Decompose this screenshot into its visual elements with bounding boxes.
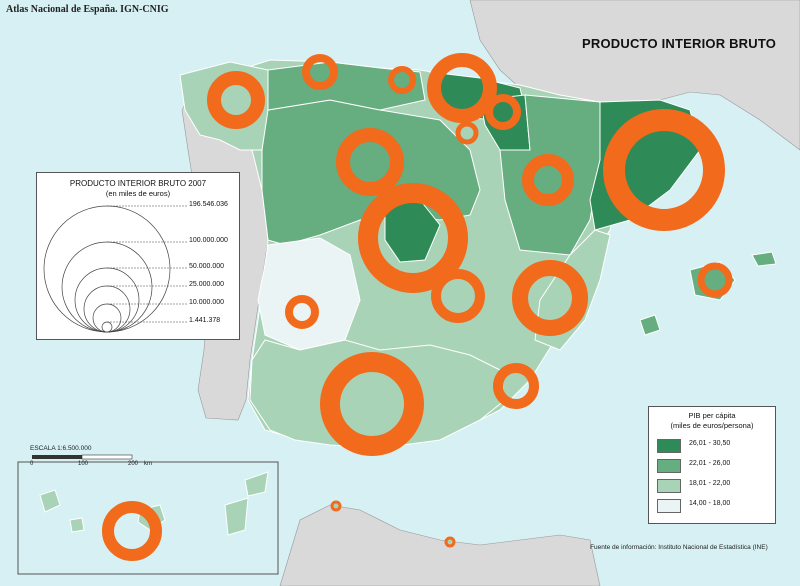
ring-galicia xyxy=(207,71,265,129)
circle-legend-graphic xyxy=(43,205,187,333)
circle-value-3: 50.000.000 xyxy=(189,263,225,270)
circle-value-2: 100.000.000 xyxy=(189,237,228,244)
choropleth-legend: PIB per cápita (miles de euros/persona) … xyxy=(648,406,776,524)
ring-cataluna xyxy=(603,109,725,231)
region-ceuta xyxy=(333,503,339,509)
scale-tick-0: 0 xyxy=(30,461,34,467)
ring-canarias xyxy=(102,501,162,561)
region-melilla xyxy=(447,539,453,545)
ring-asturias xyxy=(302,54,338,90)
legend-circle-1 xyxy=(43,205,171,333)
legend-circle-3 xyxy=(74,267,140,333)
canary-island-4 xyxy=(224,497,249,536)
ring-aragon xyxy=(522,154,574,206)
legend-class-3: 18,01 - 22,00 xyxy=(657,479,769,493)
ring-rioja xyxy=(455,121,479,145)
circle-value-5: 10.000.000 xyxy=(189,299,225,306)
circle-legend-title: PRODUCTO INTERIOR BRUTO 2007 xyxy=(69,179,207,188)
scale: ESCALA 1:6.500.000 0 100 200 km xyxy=(30,445,190,471)
legend-circle-6 xyxy=(101,321,113,333)
ring-baleares xyxy=(697,262,733,298)
ring-madrid xyxy=(358,183,468,293)
legend-swatch-4 xyxy=(657,499,681,513)
region-extremadura xyxy=(257,237,361,351)
circle-value-6: 1.441.378 xyxy=(189,317,221,324)
legend-class-4: 14,00 - 18,00 xyxy=(657,499,769,513)
canary-island-2 xyxy=(69,517,85,533)
legend-circle-5 xyxy=(92,303,122,333)
ring-pais-vasco xyxy=(427,53,497,123)
ring-castilla-mancha xyxy=(431,269,485,323)
scale-bar xyxy=(32,454,133,460)
legend-circle-2 xyxy=(61,241,153,333)
ring-cantabria xyxy=(388,66,416,94)
circle-legend-subtitle: (en miles de euros) xyxy=(105,189,171,198)
ring-castilla-leon xyxy=(336,128,404,196)
circle-value-1: 196.546.036 xyxy=(189,201,228,208)
legend-label-3: 18,01 - 22,00 xyxy=(689,480,731,487)
circle-value-4: 25.000.000 xyxy=(189,281,225,288)
ring-andalucia xyxy=(320,352,424,456)
ring-melilla xyxy=(444,536,456,548)
canary-island-1 xyxy=(39,489,61,513)
source-note: Fuente de información: Instituto Naciona… xyxy=(590,544,768,551)
scale-tick-200: 200 xyxy=(128,461,139,467)
legend-label-2: 22,01 - 26,00 xyxy=(689,460,731,467)
scale-label: ESCALA 1:6.500.000 xyxy=(30,445,92,452)
legend-swatch-1 xyxy=(657,439,681,453)
ring-murcia xyxy=(493,363,539,409)
legend-label-1: 26,01 - 30,50 xyxy=(689,440,731,447)
canary-island-5 xyxy=(244,471,269,497)
legend-class-1: 26,01 - 30,50 xyxy=(657,439,769,453)
legend-class-2: 22,01 - 26,00 xyxy=(657,459,769,473)
ring-extremadura xyxy=(285,295,319,329)
map-title: PRODUCTO INTERIOR BRUTO xyxy=(582,36,777,51)
island-menorca xyxy=(751,251,777,267)
scale-unit: km xyxy=(144,461,152,467)
legend-swatch-3 xyxy=(657,479,681,493)
circle-size-legend: PRODUCTO INTERIOR BRUTO 2007 (en miles d… xyxy=(36,172,240,340)
scale-ticks: 0 100 200 km xyxy=(30,461,190,471)
ring-valencia xyxy=(512,260,588,336)
legend-title: PIB per cápita (miles de euros/persona) xyxy=(649,411,775,431)
atlas-credit: Atlas Nacional de España. IGN-CNIG xyxy=(6,4,169,15)
legend-circle-4 xyxy=(83,285,131,333)
legend-title-line1: PIB per cápita xyxy=(688,411,736,420)
pib-rings xyxy=(102,53,733,561)
legend-swatch-2 xyxy=(657,459,681,473)
region-andalucia xyxy=(249,339,506,449)
scale-tick-100: 100 xyxy=(78,461,89,467)
ring-navarra xyxy=(485,94,521,130)
africa-land xyxy=(279,504,601,586)
island-ibiza xyxy=(639,314,661,336)
legend-label-4: 14,00 - 18,00 xyxy=(689,500,731,507)
ring-ceuta xyxy=(330,500,342,512)
legend-title-line2: (miles de euros/persona) xyxy=(670,421,754,430)
